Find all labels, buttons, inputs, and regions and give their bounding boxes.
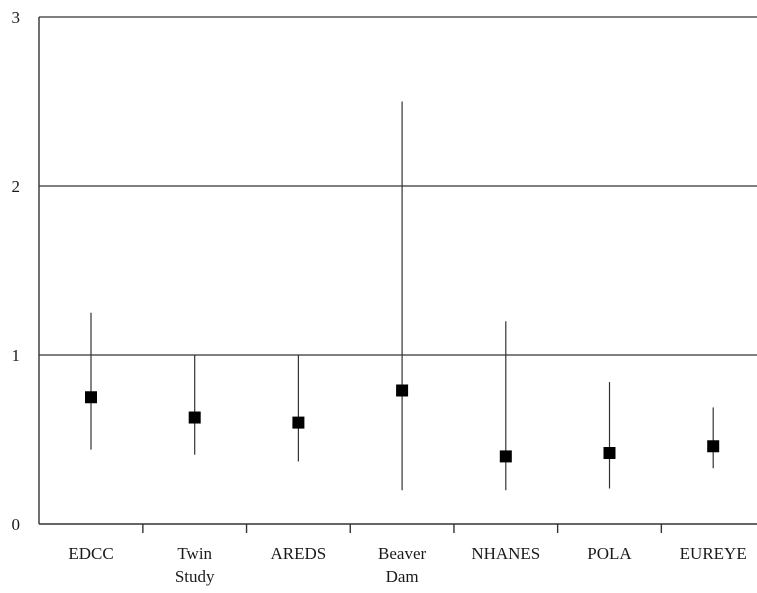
x-tick-label: POLA	[587, 544, 632, 563]
data-point	[292, 416, 305, 429]
y-axis-ticks: 0 1 2 3	[12, 8, 21, 534]
x-tick-label: Beaver Dam	[378, 544, 426, 586]
x-tick-label: NHANES	[471, 544, 540, 563]
data-point	[499, 450, 512, 463]
y-tick-label: 0	[12, 515, 21, 534]
data-points	[85, 384, 720, 463]
x-tick-label: Twin Study	[175, 544, 215, 586]
x-axis-ticks: EDCC Twin Study AREDS Beaver Dam NHANES POLA EUR…	[68, 524, 747, 586]
data-point	[188, 411, 201, 424]
axes	[38, 17, 757, 525]
data-point	[85, 391, 97, 404]
error-bars	[90, 101, 714, 491]
y-tick-label: 3	[12, 8, 21, 27]
x-tick-label: AREDS	[271, 544, 327, 563]
data-point	[396, 384, 409, 397]
y-tick-label: 2	[12, 177, 21, 196]
x-tick-label: EUREYE	[680, 544, 747, 563]
data-point	[707, 440, 720, 453]
data-point	[603, 447, 616, 460]
y-tick-label: 1	[12, 346, 21, 365]
x-tick-label: EDCC	[68, 544, 113, 563]
gridlines	[39, 16, 757, 356]
